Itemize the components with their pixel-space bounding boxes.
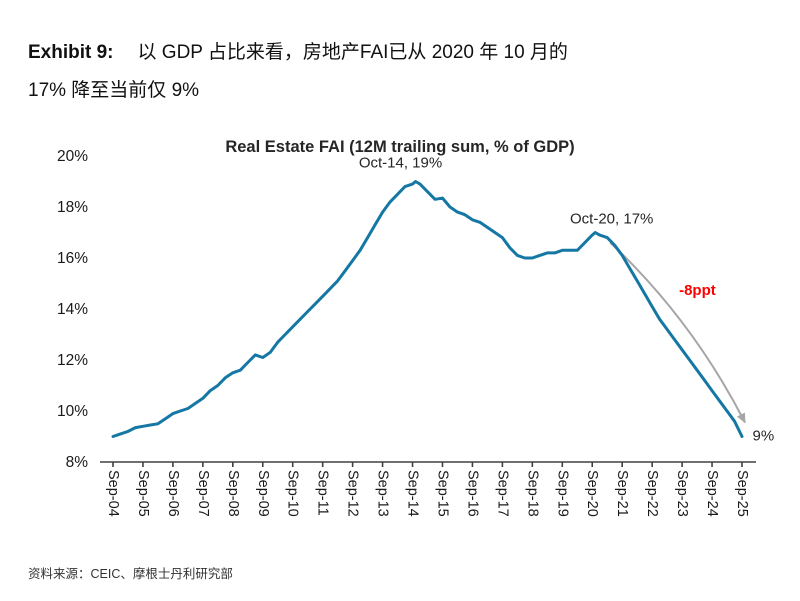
y-tick-label: 20% (57, 148, 88, 165)
x-tick-label: Sep-16 (464, 470, 480, 517)
x-tick-label: Sep-06 (165, 470, 181, 517)
exhibit-title-text: 以 GDP 占比来看，房地产FAI已从 2020 年 10 月的 (137, 42, 568, 63)
y-tick-label: 18% (57, 199, 88, 216)
x-tick-label: Sep-24 (704, 470, 720, 517)
fai-line-series (111, 180, 744, 438)
y-tick-label: 10% (57, 403, 88, 420)
annotation-oct20: Oct-20, 17% (570, 211, 653, 228)
x-tick-label: Sep-21 (614, 470, 630, 517)
x-tick-label: Sep-22 (644, 470, 660, 517)
fai-chart-svg: Real Estate FAI (12M trailing sum, % of … (57, 138, 775, 517)
source-note: 资料来源：CEIC、摩根士丹利研究部 (28, 567, 233, 581)
decline-arrow (609, 241, 746, 424)
x-tick-label: Sep-04 (105, 470, 121, 517)
y-tick-label: 14% (57, 301, 88, 318)
x-tick-label: Sep-13 (375, 470, 391, 517)
x-tick-label: Sep-10 (285, 470, 301, 517)
annotation-oct14: Oct-14, 19% (359, 155, 442, 172)
exhibit-title-line1: Exhibit 9: 以 GDP 占比来看，房地产FAI已从 2020 年 10 … (28, 34, 778, 72)
y-tick-label: 12% (57, 352, 88, 369)
x-tick-label: Sep-14 (405, 470, 421, 517)
chart-title: Real Estate FAI (12M trailing sum, % of … (225, 138, 574, 156)
x-tick-label: Sep-19 (554, 470, 570, 517)
exhibit-title-line2: 17% 降至当前仅 9% (28, 80, 200, 101)
y-tick-label: 8% (66, 454, 89, 471)
x-tick-label: Sep-18 (524, 470, 540, 517)
annotation-drop: -8ppt (679, 282, 716, 299)
chart-area: Real Estate FAI (12M trailing sum, % of … (0, 126, 800, 566)
x-tick-label: Sep-25 (734, 470, 750, 517)
exhibit-label: Exhibit 9: (28, 42, 114, 63)
annotation-current: 9% (753, 427, 775, 444)
x-tick-label: Sep-15 (434, 470, 450, 517)
x-tick-label: Sep-05 (135, 470, 151, 517)
y-tick-label: 16% (57, 250, 88, 267)
x-tick-label: Sep-11 (315, 470, 331, 516)
exhibit-header: Exhibit 9: 以 GDP 占比来看，房地产FAI已从 2020 年 10 … (28, 34, 778, 110)
x-tick-label: Sep-23 (674, 470, 690, 517)
x-tick-label: Sep-17 (494, 470, 510, 517)
x-tick-label: Sep-09 (255, 470, 271, 517)
x-tick-label: Sep-20 (584, 470, 600, 517)
x-tick-label: Sep-08 (225, 470, 241, 517)
x-tick-label: Sep-07 (195, 470, 211, 517)
x-tick-label: Sep-12 (345, 470, 361, 517)
